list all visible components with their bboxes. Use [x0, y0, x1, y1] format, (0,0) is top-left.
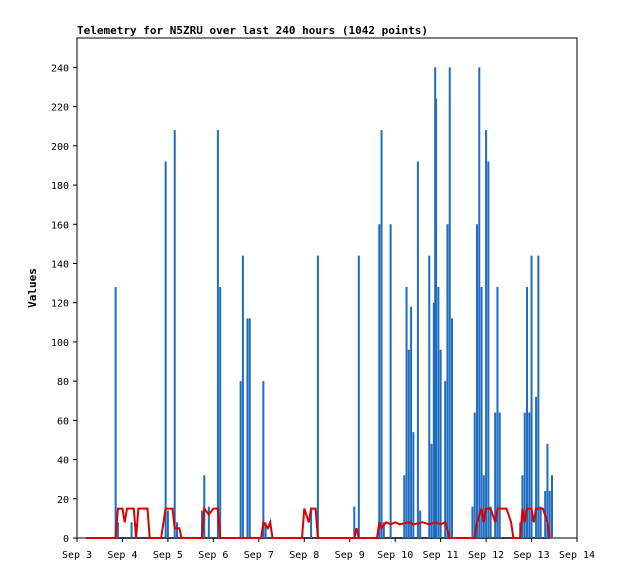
series-line	[86, 505, 551, 539]
y-tick-label: 80	[57, 377, 69, 388]
y-tick-label: 120	[51, 299, 69, 310]
y-axis-label: Values	[26, 268, 39, 308]
series-spikes	[114, 67, 553, 538]
x-tick-label: Sep 6	[198, 550, 228, 561]
y-tick-label: 240	[51, 63, 69, 74]
x-tick-label: Sep 14	[559, 550, 595, 561]
y-tick-label: 140	[51, 259, 69, 270]
x-tick-label: Sep 4	[107, 550, 137, 561]
y-axis: 0 20 40 60 80 100 120 140 160 180 200 220 240	[51, 63, 77, 545]
x-tick-label: Sep 10	[377, 550, 413, 561]
y-tick-label: 60	[57, 416, 69, 427]
y-tick-label: 40	[57, 456, 69, 467]
x-tick-label: Sep 13	[513, 550, 549, 561]
x-tick-label: Sep 8	[289, 550, 319, 561]
plot-area	[76, 37, 578, 539]
y-tick-label: 20	[57, 495, 69, 506]
y-tick-label: 0	[63, 534, 69, 545]
series-layer	[86, 67, 553, 539]
x-tick-label: Sep 9	[335, 550, 365, 561]
x-axis: Sep 3 Sep 4 Sep 5 Sep 6 Sep 7 Sep 8 Sep 9 Sep 1…	[62, 538, 595, 561]
y-tick-label: 200	[51, 142, 69, 153]
x-tick-label: Sep 12	[468, 550, 504, 561]
chart-title: Telemetry for N5ZRU over last 240 hours …	[77, 24, 428, 37]
y-tick-label: 100	[51, 338, 69, 349]
x-tick-label: Sep 3	[62, 550, 92, 561]
x-tick-label: Sep 5	[153, 550, 183, 561]
y-tick-label: 180	[51, 181, 69, 192]
x-tick-label: Sep 7	[244, 550, 274, 561]
y-tick-label: 160	[51, 220, 69, 231]
x-tick-label: Sep 11	[423, 550, 459, 561]
y-tick-label: 220	[51, 103, 69, 114]
